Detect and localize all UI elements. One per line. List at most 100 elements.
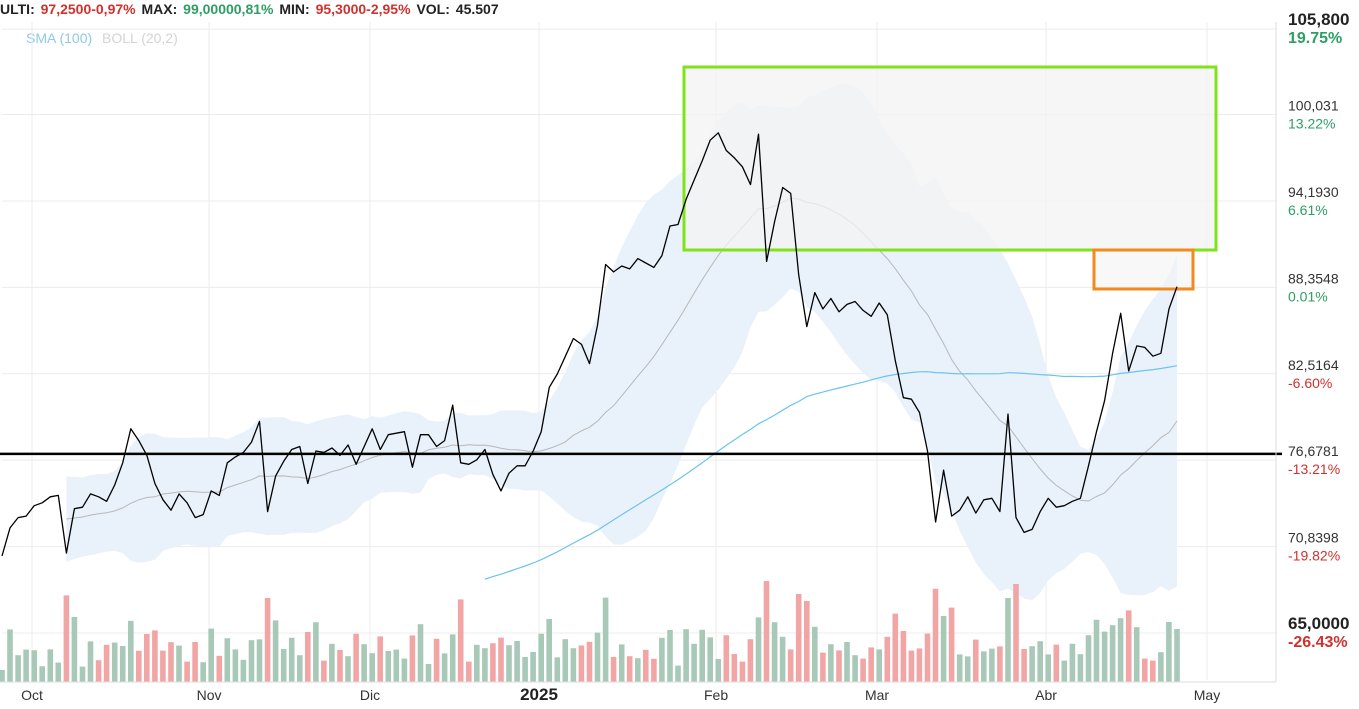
volume-bar (176, 645, 182, 682)
volume-bar (433, 638, 440, 682)
volume-bar (23, 649, 29, 682)
y-tick-percent: 13.22% (1288, 116, 1335, 132)
volume-bar (136, 650, 142, 682)
volume-bar (948, 607, 955, 682)
volume-bar (216, 655, 223, 682)
volume-bar (152, 630, 158, 682)
price-series (1, 132, 1178, 557)
volume-bar (868, 647, 874, 682)
volume-bar (345, 656, 351, 682)
volume-bar (1133, 627, 1140, 682)
orange-entry-box (1092, 248, 1195, 291)
volume-bar (981, 651, 987, 682)
volume-bar (200, 662, 206, 682)
volume-bar (466, 661, 472, 682)
volume-bar (916, 648, 923, 682)
x-tick-label: Nov (197, 687, 222, 703)
volume-bar (771, 622, 778, 682)
min-value: 95,3000-2,95% (315, 1, 411, 17)
volume-bar (578, 645, 585, 682)
volume-bar (313, 622, 319, 682)
volume-bar (683, 629, 689, 682)
volume-bar (812, 626, 818, 682)
volume-bar (248, 640, 255, 682)
volume-bar (337, 650, 343, 682)
volume-bar (932, 588, 939, 682)
volume-bar (1158, 652, 1164, 682)
volume-bar (224, 638, 231, 682)
volume-bar (441, 653, 448, 682)
last-value: 97,2500-0,97% (40, 1, 136, 17)
volume-bar (699, 629, 705, 682)
sma-indicator-label[interactable]: SMA (100) (26, 30, 93, 46)
volume-bar (288, 637, 295, 682)
volume-bar (1045, 654, 1051, 682)
volume-bar (1117, 618, 1124, 682)
volume-bar (498, 637, 504, 682)
y-tick-price: 76,6781 (1288, 443, 1339, 459)
volume-bar (755, 617, 762, 682)
volume-bar (1021, 649, 1027, 682)
volume-bar (31, 650, 37, 682)
sma-100-line (484, 365, 1178, 580)
volume-bar (63, 595, 70, 682)
volume-bar (297, 655, 303, 682)
volume-bar (79, 666, 86, 682)
volume-bar (908, 650, 915, 682)
y-tick-price: 82,5164 (1288, 357, 1339, 373)
volume-bar (1101, 631, 1108, 682)
volume-bar (329, 643, 335, 682)
volume-bar (256, 639, 263, 682)
volume-bar (667, 630, 673, 682)
volume-bar (417, 624, 424, 682)
boll-indicator-label[interactable]: BOLL (20,2) (102, 30, 178, 46)
volume-bar (409, 635, 416, 682)
volume-bars (0, 581, 1180, 682)
volume-bar (723, 635, 730, 682)
volume-bar (1037, 641, 1043, 682)
volume-bar (1142, 658, 1148, 682)
volume-bar (1053, 644, 1060, 682)
annotation-boxes (682, 65, 1218, 291)
volume-bar (860, 658, 866, 682)
volume-bar (280, 649, 287, 682)
volume-bar (602, 597, 609, 682)
volume-bar (763, 581, 770, 682)
volume-bar (626, 656, 633, 682)
volume-bar (377, 636, 383, 682)
x-axis: OctNovDic2025FebMarAbrMayJun (0, 681, 1276, 704)
volume-bar (39, 666, 45, 682)
volume-bar (474, 644, 480, 682)
volume-bar (643, 649, 649, 682)
volume-bar (71, 617, 78, 682)
volume-bar (844, 642, 850, 682)
volume-bar (361, 644, 367, 682)
indicator-legend: SMA (100) BOLL (20,2) (26, 30, 178, 46)
volume-bar (240, 659, 247, 682)
volume-bar (1077, 654, 1084, 682)
volume-bar (804, 601, 810, 682)
volume-bar (103, 644, 110, 682)
y-tick-price: 88,3548 (1288, 270, 1339, 286)
volume-bar (232, 649, 239, 682)
x-tick-label: May (1194, 687, 1220, 703)
volume-bar (715, 659, 722, 682)
volume-bar (449, 634, 456, 682)
volume-bar (15, 655, 21, 682)
volume-bar (876, 649, 882, 682)
volume-bar (586, 641, 593, 682)
volume-bar (401, 658, 408, 682)
volume-bar (1013, 584, 1019, 682)
volume-bar (1150, 660, 1156, 682)
volume-bar (530, 652, 536, 682)
volume-bar (7, 629, 13, 682)
volume-bar (192, 642, 198, 682)
volume-bar (55, 662, 62, 682)
x-tick-label: Dic (360, 687, 380, 703)
volume-bar (900, 631, 907, 682)
volume-bar (731, 654, 738, 682)
volume-bar (369, 653, 375, 682)
volume-bar (795, 594, 802, 682)
volume-bar (208, 628, 214, 682)
